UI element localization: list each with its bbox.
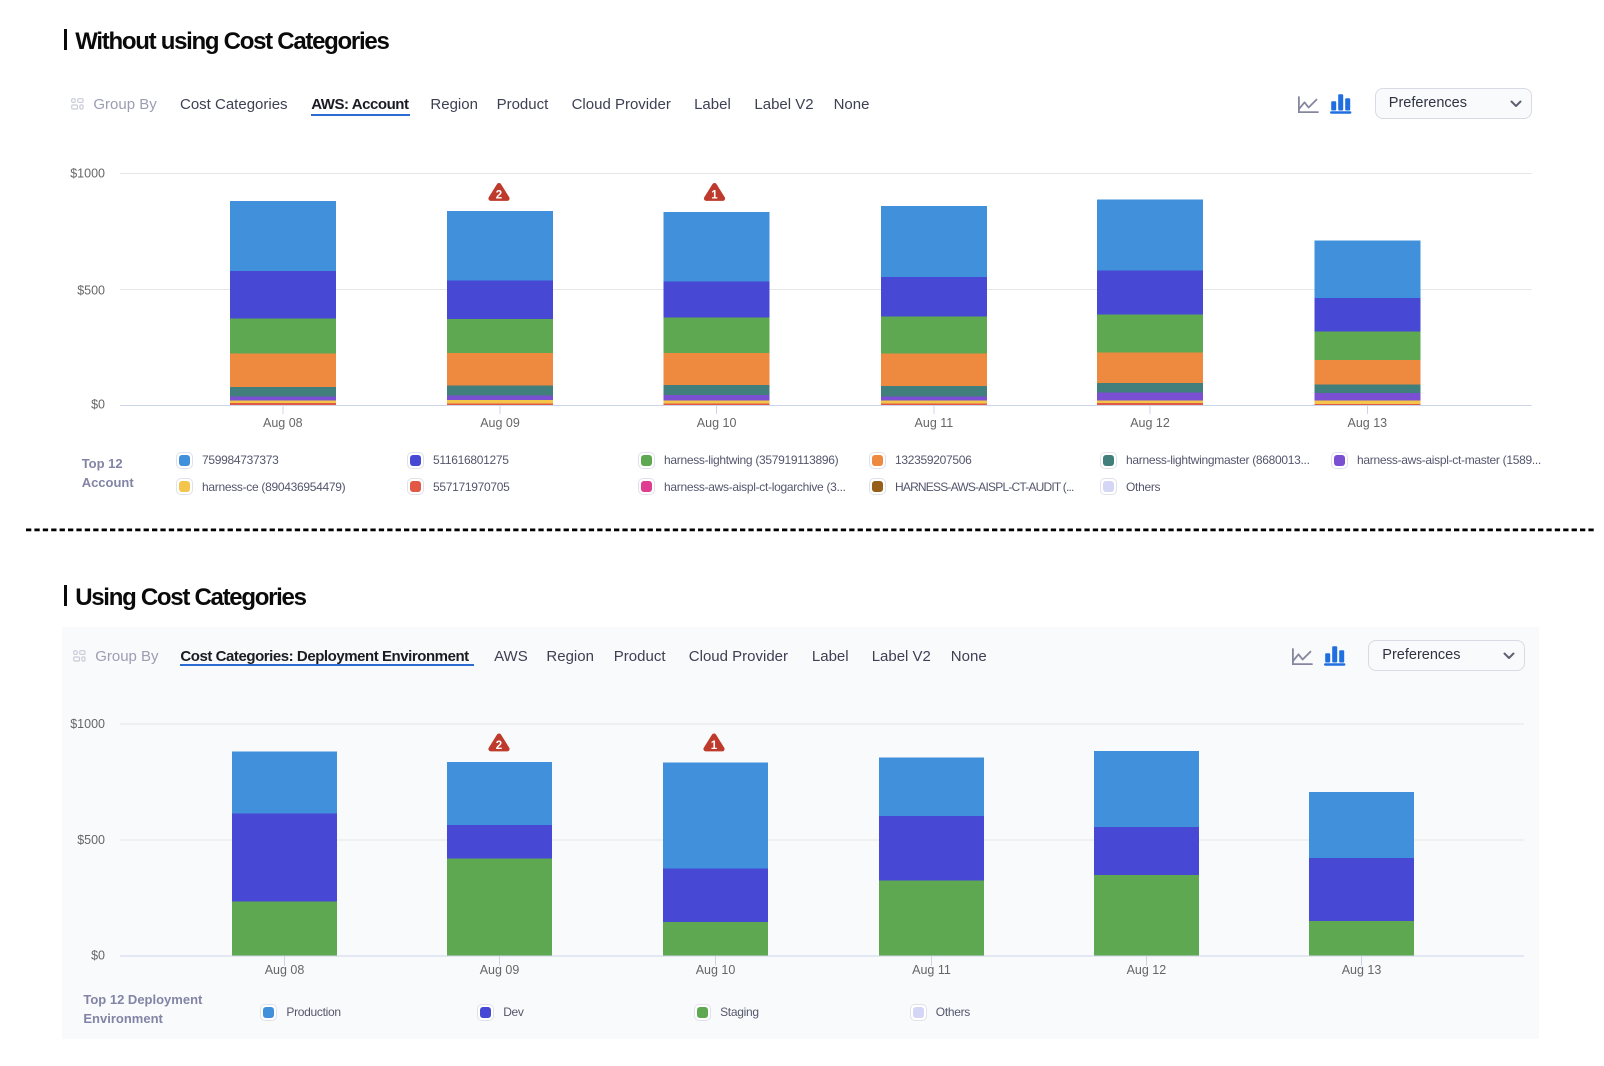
svg-text:Aug 11: Aug 11: [915, 416, 954, 430]
svg-text:2: 2: [496, 740, 502, 752]
svg-text:Aug 08: Aug 08: [265, 963, 305, 977]
svg-text:Aug 10: Aug 10: [697, 416, 737, 430]
svg-text:$500: $500: [77, 833, 105, 847]
svg-text:Aug 12: Aug 12: [1127, 963, 1167, 977]
svg-text:Aug 12: Aug 12: [1130, 416, 1170, 430]
svg-text:Aug 10: Aug 10: [696, 963, 736, 977]
svg-text:Aug 13: Aug 13: [1342, 963, 1382, 977]
svg-text:Aug 13: Aug 13: [1347, 416, 1387, 430]
svg-text:Aug 08: Aug 08: [263, 416, 303, 430]
svg-text:Aug 11: Aug 11: [912, 963, 951, 977]
svg-text:$1000: $1000: [70, 717, 105, 731]
svg-text:1: 1: [711, 190, 718, 202]
svg-text:$1000: $1000: [70, 167, 105, 181]
svg-text:$0: $0: [91, 949, 105, 963]
svg-text:1: 1: [711, 740, 718, 752]
svg-text:2: 2: [496, 190, 502, 202]
svg-text:Aug 09: Aug 09: [480, 416, 520, 430]
svg-text:$0: $0: [91, 398, 105, 412]
svg-text:Aug 09: Aug 09: [480, 963, 520, 977]
svg-text:$500: $500: [77, 284, 105, 298]
